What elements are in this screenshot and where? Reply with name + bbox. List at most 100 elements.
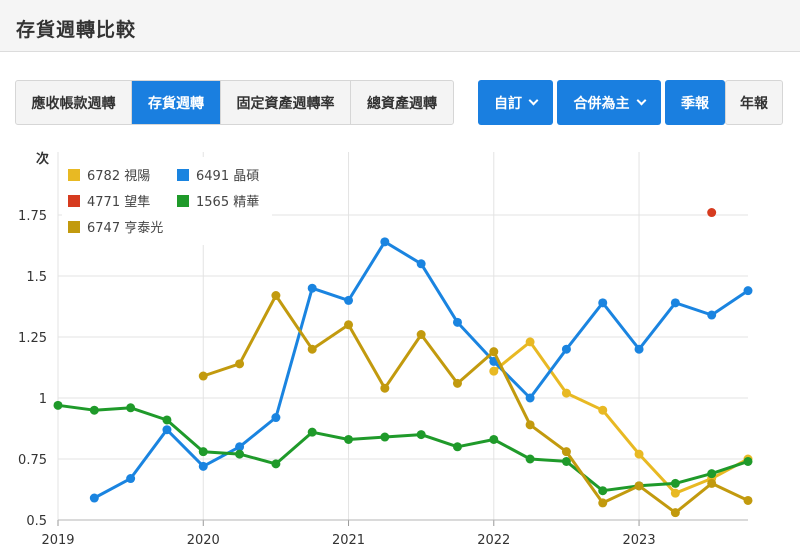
data-point: [525, 393, 535, 403]
consolidated-dropdown-label: 合併為主: [573, 95, 630, 112]
legend-label: 6491 晶碩: [196, 169, 259, 184]
series-line: [56, 403, 750, 493]
chart-series: [53, 208, 753, 518]
y-axis-label: 次: [36, 151, 49, 167]
y-tick-label: 1.75: [18, 209, 47, 224]
annual-button[interactable]: 年報: [725, 80, 783, 125]
series: [198, 291, 753, 518]
page-header: 存貨週轉比較: [0, 0, 800, 52]
data-point: [89, 493, 99, 503]
data-point: [707, 310, 717, 320]
data-point: [598, 486, 608, 496]
legend-swatch: [177, 169, 189, 181]
data-point: [561, 388, 571, 398]
data-point: [89, 405, 99, 415]
data-point: [743, 456, 753, 466]
data-point: [416, 259, 426, 269]
y-tick-label: 0.5: [26, 514, 47, 529]
data-point: [634, 449, 644, 459]
custom-dropdown-button[interactable]: 自訂: [478, 80, 553, 125]
data-point: [416, 330, 426, 340]
data-point: [344, 295, 354, 305]
page-title: 存貨週轉比較: [16, 19, 137, 41]
series-line: [201, 294, 750, 515]
legend-swatch: [177, 195, 189, 207]
y-tick-label: 1.5: [26, 270, 47, 285]
data-point: [489, 366, 499, 376]
data-point: [707, 208, 717, 218]
data-point: [452, 442, 462, 452]
data-point: [307, 283, 317, 293]
series-line: [92, 240, 750, 500]
tab-inventory-turnover[interactable]: 存貨週轉: [132, 81, 221, 124]
tab-total-asset-turnover[interactable]: 總資產週轉: [367, 95, 437, 112]
data-point: [634, 344, 644, 354]
x-tick-label: 2021: [332, 533, 365, 548]
data-point: [271, 413, 281, 423]
data-point: [235, 449, 245, 459]
data-point: [707, 469, 717, 479]
data-point: [380, 432, 390, 442]
data-point: [489, 434, 499, 444]
data-point: [670, 488, 680, 498]
data-point: [525, 420, 535, 430]
data-point: [126, 474, 136, 484]
consolidated-dropdown-button[interactable]: 合併為主: [557, 80, 661, 125]
data-point: [561, 456, 571, 466]
chart-legend: 6782 視陽 6491 晶碩 4771 望隼 1565 精華 6747 亨泰光: [62, 157, 272, 245]
series: [89, 237, 753, 503]
data-point: [598, 298, 608, 308]
x-tick-label: 2023: [623, 533, 656, 548]
x-tick-label: 2019: [41, 533, 74, 548]
data-point: [162, 415, 172, 425]
data-point: [489, 347, 499, 357]
series: [53, 400, 753, 496]
x-tick-label: 2022: [477, 533, 510, 548]
legend-label: 4771 望隼: [87, 194, 150, 210]
legend-background: [62, 157, 272, 245]
turnover-type-tabs: 應收帳款週轉 存貨週轉 固定資產週轉率 總資產週轉: [15, 80, 454, 125]
y-tick-label: 0.75: [18, 453, 47, 468]
y-tick-label: 1.25: [18, 331, 47, 346]
data-point: [307, 344, 317, 354]
legend-swatch: [68, 221, 80, 233]
data-point: [307, 427, 317, 437]
tab-receivables-turnover[interactable]: 應收帳款週轉: [16, 81, 132, 124]
legend-label: 6747 亨泰光: [87, 220, 163, 236]
chart-axes: 0.5 0.75 1 1.25 1.5 1.75 2019 2020 2021 2022 2023 次: [18, 151, 748, 548]
data-point: [525, 337, 535, 347]
custom-dropdown-label: 自訂: [494, 95, 522, 112]
data-point: [235, 359, 245, 369]
y-tick-label: 1: [39, 392, 47, 407]
chevron-down-icon: [636, 95, 646, 106]
quarterly-button[interactable]: 季報: [665, 80, 725, 125]
data-point: [198, 461, 208, 471]
data-point: [670, 478, 680, 488]
tab-fixed-asset-turnover[interactable]: 固定資產週轉率: [221, 81, 351, 124]
data-point: [707, 478, 717, 488]
data-point: [452, 317, 462, 327]
data-point: [634, 481, 644, 491]
x-tick-label: 2020: [187, 533, 220, 548]
data-point: [561, 447, 571, 457]
data-point: [271, 459, 281, 469]
series-line: [492, 340, 750, 495]
data-point: [198, 371, 208, 381]
data-point: [344, 320, 354, 330]
data-point: [598, 405, 608, 415]
data-point: [598, 498, 608, 508]
chevron-down-icon: [528, 95, 539, 106]
data-point: [743, 286, 753, 296]
data-point: [235, 442, 245, 452]
data-point: [670, 298, 680, 308]
data-point: [380, 237, 390, 247]
series: [707, 208, 717, 218]
legend-swatch: [68, 195, 80, 207]
legend-label: 6782 視陽: [87, 169, 150, 184]
data-point: [452, 378, 462, 388]
data-point: [198, 447, 208, 457]
data-point: [670, 508, 680, 518]
legend-label: 1565 精華: [196, 195, 259, 210]
inventory-turnover-chart: 0.5 0.75 1 1.25 1.5 1.75 2019 2020 2021 2022 2023 次…: [18, 151, 753, 548]
data-point: [561, 344, 571, 354]
